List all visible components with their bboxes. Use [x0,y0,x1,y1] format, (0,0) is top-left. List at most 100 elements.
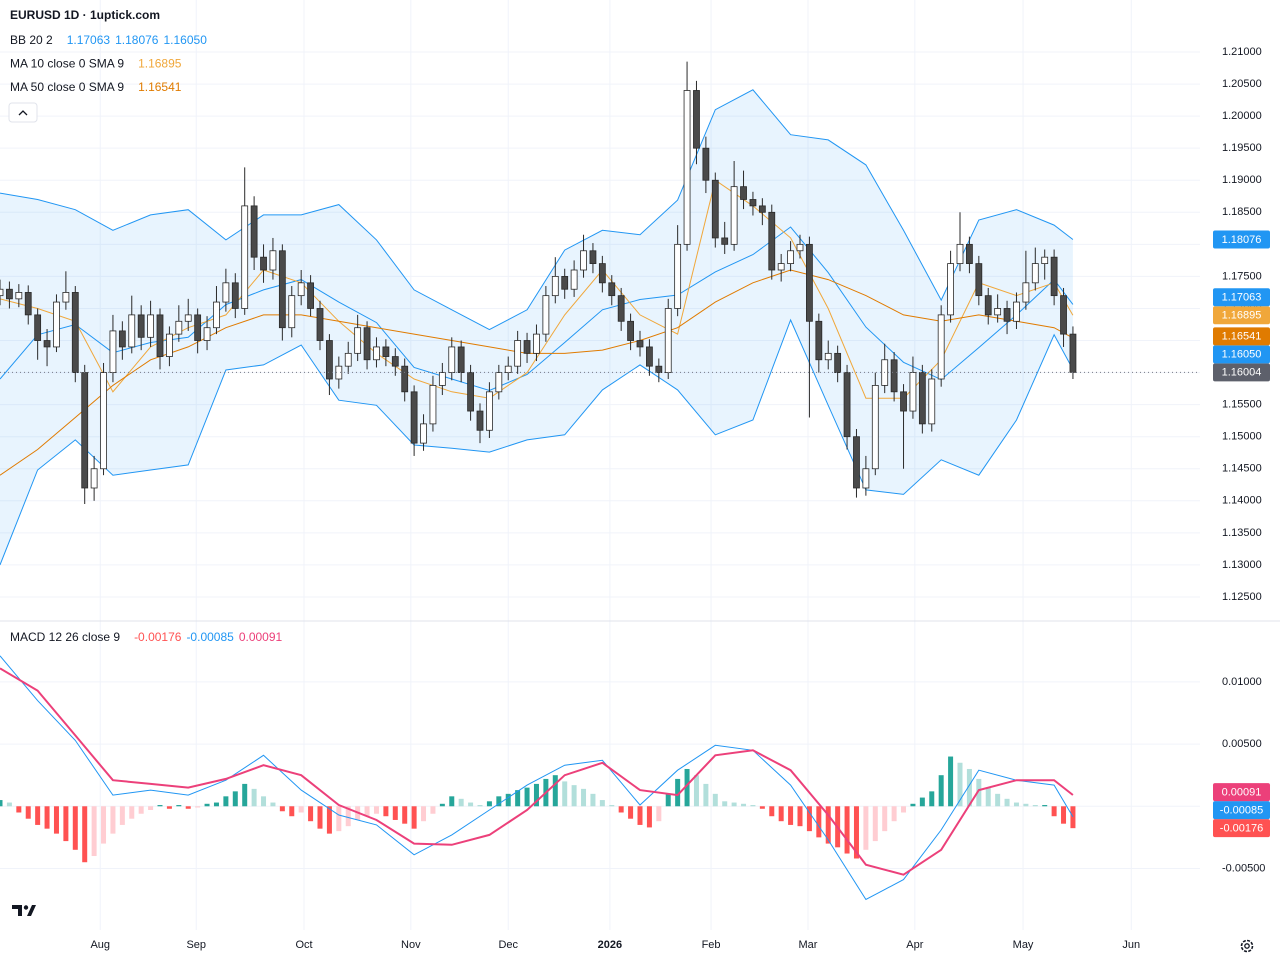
histogram-bar [806,806,812,832]
histogram-bar [599,800,605,807]
candle-body [598,263,606,284]
candle-body [24,292,32,316]
histogram-bar [797,806,803,827]
price-tag [1213,783,1270,802]
histogram-bar [25,806,31,819]
candle-body [749,199,757,207]
candle-body [429,385,437,425]
histogram-bar [515,790,521,807]
histogram-bar [872,806,878,842]
histogram-bar [402,806,408,824]
candle-body [34,314,42,341]
price-tag [1213,230,1270,249]
candle-body [589,250,597,264]
logo-part [12,905,22,916]
histogram-bar [637,806,643,825]
candle-body [806,243,813,322]
candle-body [438,372,446,386]
candle-body [900,391,907,412]
histogram-bar [656,806,662,822]
histogram-bar [44,806,50,829]
histogram-bar [844,806,850,854]
candle-body [542,295,550,335]
histogram-bar [63,806,69,842]
histogram-bar [741,803,747,807]
candle-body [514,340,522,367]
candle-body [1050,256,1058,297]
candle-body [975,263,983,297]
collapse-button-frame[interactable] [8,102,38,123]
histogram-bar [195,806,201,808]
collapse-button[interactable] [8,102,38,123]
candle-body [100,372,107,470]
price-tag [1213,306,1270,325]
candle-body [937,314,945,380]
histogram-bar [562,781,568,807]
histogram-bar [778,806,784,822]
candle-body [1013,301,1020,322]
candle-body [467,372,474,412]
histogram-bar [1023,803,1029,807]
candle-body [674,243,682,309]
settings-icon[interactable] [1240,939,1254,953]
candle-body [495,372,503,393]
y-tick-label: 1.12500 [1222,591,1262,603]
histogram-bar [289,806,295,817]
histogram-bar [571,785,577,807]
price-tag-label: 1.16004 [1222,367,1262,379]
candle-body [533,333,540,354]
histogram-bar [317,806,323,829]
histogram-bar [731,802,737,807]
histogram-bar [995,793,1001,807]
legend-value: -0.00085 [186,630,234,644]
candle-body [608,282,616,297]
histogram-bar [232,791,238,807]
y-tick-label: 1.14000 [1222,495,1262,507]
candle-body [928,378,936,425]
legend-row: MACD 12 26 close 9 -0.00176 -0.00085 0.0009… [10,630,283,644]
histogram-bar [722,801,728,807]
histogram-bar [966,768,972,807]
y-tick-label: 0.01000 [1222,676,1262,688]
histogram-bar [185,806,191,809]
candle-body [617,295,625,322]
candle-body [796,243,804,252]
candle-body [853,436,860,489]
histogram-bar [176,805,182,807]
histogram-bar [157,805,163,807]
candle-body [890,359,898,393]
price-tag [1213,345,1270,364]
indicator-line [0,269,1074,476]
x-tick-label: Mar [799,939,818,951]
legend: BB 20 2 1.17063 1.18076 1.16050 MA 10 close … [10,33,283,644]
x-tick-label: Oct [295,939,312,951]
legend-label: MA 50 close 0 SMA 9 [10,80,124,94]
histogram-bar [53,806,59,834]
candle-body [420,423,427,444]
candle-body [683,90,691,245]
candle-body [53,301,60,348]
candle-body [307,282,314,309]
candle-body [843,372,851,438]
candle-body [231,282,239,309]
y-tick-label: 1.15000 [1222,431,1262,443]
legend-value: 0.00091 [239,630,283,644]
collapse-icon [18,110,28,116]
candle-body [693,90,700,149]
histogram-bar [618,806,624,813]
logo-part [23,905,29,910]
axes: Aug Sep Oct Nov Dec 2026 Feb Mar Apr May Jun 1.1250… [90,46,1270,951]
histogram-bar [421,806,427,822]
histogram-bar [976,778,982,807]
histogram-bar [166,806,172,809]
candle-body [147,314,154,338]
settings-button[interactable] [1240,939,1254,953]
price-tag-label: 1.17063 [1222,292,1262,304]
indicator-line [0,89,1074,331]
candle-body [1003,308,1011,322]
histogram-bar [430,806,436,814]
legend-label: MA 10 close 0 SMA 9 [10,57,124,71]
candle-body [137,314,145,338]
y-tick-label: -0.00500 [1222,862,1265,874]
